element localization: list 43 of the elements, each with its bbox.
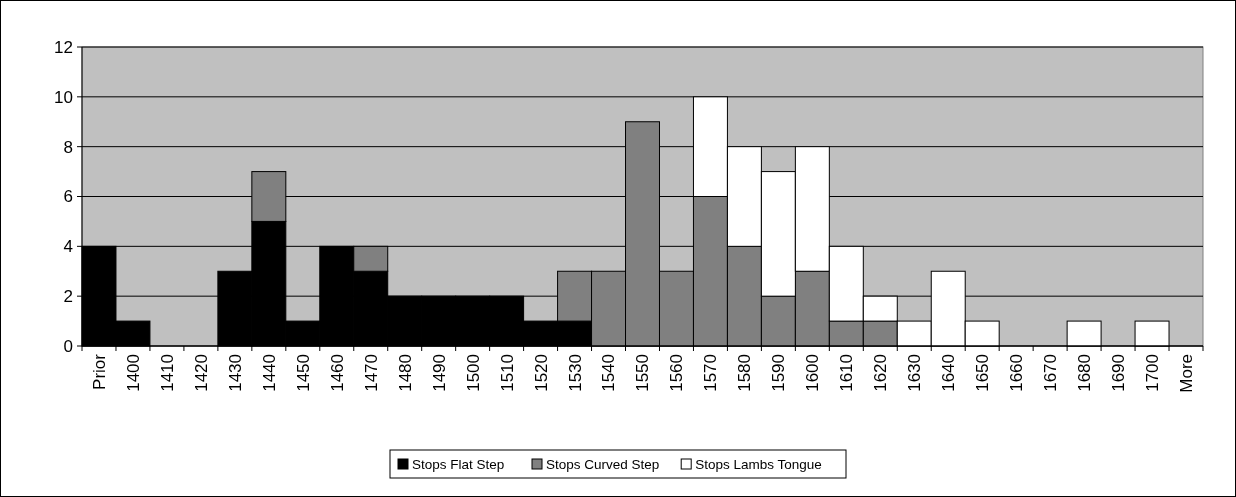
y-tick-label: 12 — [54, 37, 73, 57]
x-tick-label: 1470 — [361, 354, 381, 392]
legend-label: Stops Curved Step — [546, 456, 660, 472]
x-tick-label: 1590 — [769, 354, 789, 392]
x-tick-label: 1670 — [1041, 354, 1061, 392]
y-tick-label: 10 — [54, 87, 73, 107]
x-tick-label: 1560 — [667, 354, 687, 392]
x-tick-label: 1610 — [837, 354, 857, 392]
x-tick-label: 1550 — [633, 354, 653, 392]
x-tick-label: 1490 — [429, 354, 449, 392]
x-tick-label: 1580 — [735, 354, 755, 392]
x-tick-label: 1410 — [157, 354, 177, 392]
x-tick-label: 1570 — [701, 354, 721, 392]
y-tick-label: 6 — [63, 187, 73, 207]
x-tick-label: 1650 — [973, 354, 993, 392]
legend-label: Stops Lambs Tongue — [695, 456, 822, 472]
x-tick-label: 1700 — [1143, 354, 1162, 392]
x-tick-label: 1630 — [905, 354, 925, 392]
x-tick-label: 1450 — [293, 354, 313, 392]
y-tick-label: 0 — [63, 336, 73, 356]
x-tick-label: More — [1176, 354, 1196, 393]
x-tick-label: 1540 — [599, 354, 619, 392]
x-tick-label: 1620 — [871, 354, 891, 392]
legend-label: Stops Flat Step — [412, 456, 505, 472]
y-tick-label: 8 — [63, 137, 73, 157]
x-tick-label: 1690 — [1109, 354, 1129, 392]
x-tick-label: 1400 — [123, 354, 143, 392]
x-tick-label: 1510 — [497, 354, 517, 392]
x-tick-label: 1440 — [259, 354, 279, 392]
x-tick-label: 1640 — [939, 354, 959, 392]
x-tick-label: Prior — [89, 353, 109, 390]
x-tick-label: 1480 — [395, 354, 415, 392]
x-tick-label: 1500 — [463, 354, 483, 392]
x-tick-label: 1460 — [327, 354, 347, 392]
x-tick-label: 1430 — [225, 354, 245, 392]
y-tick-label: 2 — [63, 287, 73, 307]
x-tick-label: 1660 — [1007, 354, 1027, 392]
x-tick-label: 1600 — [803, 354, 823, 392]
x-tick-label: 1420 — [191, 354, 211, 392]
y-tick-label: 4 — [63, 237, 73, 257]
x-tick-label: 1520 — [531, 354, 551, 392]
x-tick-label: 1680 — [1075, 354, 1095, 392]
x-tick-label: 1530 — [565, 354, 585, 392]
